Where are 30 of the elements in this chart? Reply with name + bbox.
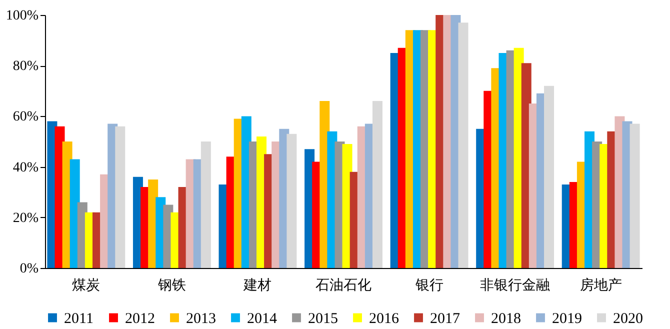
legend-label: 2019 <box>552 310 582 327</box>
legend-label: 2016 <box>369 310 400 327</box>
x-tick-label: 建材 <box>242 278 272 294</box>
y-tick-label: 40% <box>12 160 39 176</box>
bar <box>458 22 468 268</box>
legend-label: 2014 <box>247 310 278 327</box>
x-tick-label: 钢铁 <box>156 278 186 294</box>
legend-label: 2017 <box>430 310 460 327</box>
legend-label: 2013 <box>186 310 216 327</box>
bar <box>630 124 640 268</box>
y-tick-label: 100% <box>6 8 39 24</box>
bar <box>372 101 382 268</box>
x-tick-label: 煤炭 <box>72 278 100 294</box>
y-tick-label: 80% <box>12 59 39 74</box>
legend-label: 2020 <box>613 310 643 327</box>
bar <box>286 134 297 268</box>
x-tick-label: 石油石化 <box>316 278 372 294</box>
y-tick-label: 0% <box>20 262 39 276</box>
bar <box>544 86 554 268</box>
legend-label: 2015 <box>308 310 338 327</box>
x-tick-label: 房地产 <box>580 278 622 294</box>
legend-label: 2012 <box>125 310 155 327</box>
y-tick-label: 20% <box>12 210 39 226</box>
legend-label: 2018 <box>491 310 521 327</box>
legend-label: 2011 <box>64 310 94 327</box>
bar <box>115 126 126 268</box>
x-tick-label: 银行 <box>414 278 444 294</box>
bar <box>200 142 211 268</box>
x-tick-label: 非银行金融 <box>480 278 550 294</box>
y-tick-label: 60% <box>12 110 39 125</box>
